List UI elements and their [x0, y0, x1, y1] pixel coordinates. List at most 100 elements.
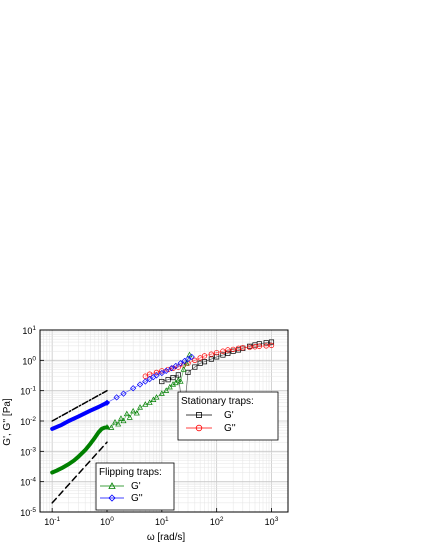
legend-stationary-g1-marker [196, 412, 202, 418]
flipping-traps-g--point [153, 372, 160, 379]
flipping-traps-g--line [50, 400, 109, 431]
stationary-traps-g--point [268, 339, 275, 345]
y-tick-label: 10-2 [20, 416, 36, 427]
flipping-traps-g--point [177, 378, 184, 384]
stationary-traps-g--point [230, 346, 236, 353]
flipping-traps-g--point [120, 390, 127, 397]
flipping-traps-g--point [146, 376, 153, 383]
flipping-traps-g--point [158, 390, 165, 396]
flipping-traps-g--point [177, 360, 184, 367]
legend-flipping-g2-label: G'' [131, 493, 143, 504]
legend-flipping: Flipping traps: G' G'' [95, 462, 175, 511]
stationary-traps-g--point [230, 348, 236, 354]
flipping-traps-g--point [112, 419, 118, 425]
flipping-traps-g--point [184, 355, 192, 363]
stationary-traps-g--point [208, 351, 214, 357]
stationary-traps-g--point [268, 342, 275, 349]
legend-stationary-title: Stationary traps: [181, 396, 254, 407]
flipping-traps-g--point [126, 414, 133, 420]
stationary-traps-g--point [225, 347, 231, 353]
tick-labels: 10-1 100 101 102 103 10-5 10-4 10-3 10-2 10-1 100 1… [20, 325, 278, 527]
stationary-traps-g--point [192, 357, 198, 363]
flipping-traps-g--point [163, 367, 170, 374]
stationary-traps-g--point [201, 359, 208, 365]
stationary-traps-g--point [220, 348, 226, 354]
x-tick-label: 100 [100, 516, 114, 527]
stationary-traps-g--point [256, 343, 262, 349]
legend-flipping-g2-marker [108, 494, 116, 502]
stationary-traps-g--point [153, 369, 160, 376]
legend-stationary-box [177, 391, 279, 441]
x-axis-label: ω [rad/s] [147, 532, 186, 543]
flipping-traps-g--point [168, 365, 175, 372]
flipping-traps-g--point [172, 379, 179, 386]
stationary-traps-g--point [247, 344, 253, 350]
x-tick-label: 103 [265, 516, 279, 527]
stationary-traps-g--point [197, 355, 203, 361]
x-tick-label: 101 [155, 516, 169, 527]
flipping-traps-g--point [133, 409, 140, 416]
flipping-traps-g--point [180, 366, 187, 372]
legend-flipping-g1-marker [108, 482, 116, 489]
flipping-traps-g--point [163, 387, 170, 393]
flipping-traps-g--point [120, 417, 127, 424]
flipping-traps-g--point [172, 362, 179, 370]
y-tick-label: 10-4 [20, 477, 36, 488]
flipping-traps-g--connector [106, 354, 190, 429]
stationary-traps-g--point [165, 377, 171, 383]
legend-stationary-g2-marker [195, 424, 203, 432]
stationary-traps-g--point [159, 378, 165, 385]
flipping-traps-g--point [115, 420, 122, 427]
stationary-traps-g--point [170, 375, 176, 381]
stationary-traps-g--point [185, 369, 191, 375]
series-layer [50, 339, 275, 504]
flipping-traps-g--point [113, 394, 120, 401]
stationary-traps-g--point [225, 350, 231, 356]
legend-flipping-title: Flipping traps: [99, 467, 162, 478]
y-tick-label: 10-1 [20, 386, 36, 397]
flipping-traps-g--point [137, 404, 143, 410]
y-axis-label: G', G'' [Pa] [2, 398, 13, 446]
flipping-traps-g--point [130, 385, 137, 392]
stationary-traps-g--point [201, 353, 208, 359]
reference-dashed-line [51, 441, 108, 504]
legend-flipping-box [95, 462, 175, 511]
stationary-traps-g--point [214, 349, 220, 356]
x-tick-label: 10-1 [44, 516, 60, 527]
y-tick-label: 10-5 [20, 507, 36, 518]
flipping-traps-g--point [108, 424, 115, 430]
stationary-traps-g--point [208, 356, 214, 362]
flipping-traps-g--line [50, 425, 109, 475]
flipping-traps-g--point [130, 407, 137, 414]
x-tick-label: 102 [210, 516, 224, 527]
flipping-traps-g--point [142, 378, 149, 385]
stationary-traps-g--point [240, 345, 246, 351]
flipping-traps-g--point [170, 381, 177, 387]
stationary-traps-g--point [263, 343, 269, 349]
flipping-traps-g--point [158, 369, 165, 377]
flipping-traps-g--point [153, 394, 160, 400]
legend-stationary-g2-label: G'' [224, 423, 236, 434]
reference-dash-dot-line [51, 389, 108, 422]
stationary-traps-g--connector [145, 345, 272, 377]
flipping-traps-g--point [175, 376, 182, 383]
y-tick-label: 101 [22, 325, 36, 336]
legend-stationary-g1-label: G' [224, 410, 234, 421]
legend-flipping-g1-label: G' [131, 481, 141, 492]
flipping-traps-g--point [136, 381, 144, 388]
flipping-traps-g--point [142, 401, 149, 407]
flipping-traps-g--point [118, 415, 124, 421]
stationary-traps-g--point [185, 360, 191, 366]
flipping-traps-g--point [166, 383, 173, 390]
y-tick-label: 100 [22, 355, 36, 366]
axis-ticks [40, 329, 272, 513]
stationary-traps-g--point [192, 364, 198, 370]
flipping-traps-g--connector [106, 356, 192, 404]
legend-stationary: Stationary traps: G' G'' [177, 391, 279, 441]
stationary-traps-g--point [220, 352, 226, 358]
stationary-traps-g--point [263, 340, 269, 346]
flipping-traps-g--point [123, 410, 130, 417]
flipping-traps-g--point [146, 399, 153, 405]
y-tick-label: 10-3 [20, 446, 36, 457]
